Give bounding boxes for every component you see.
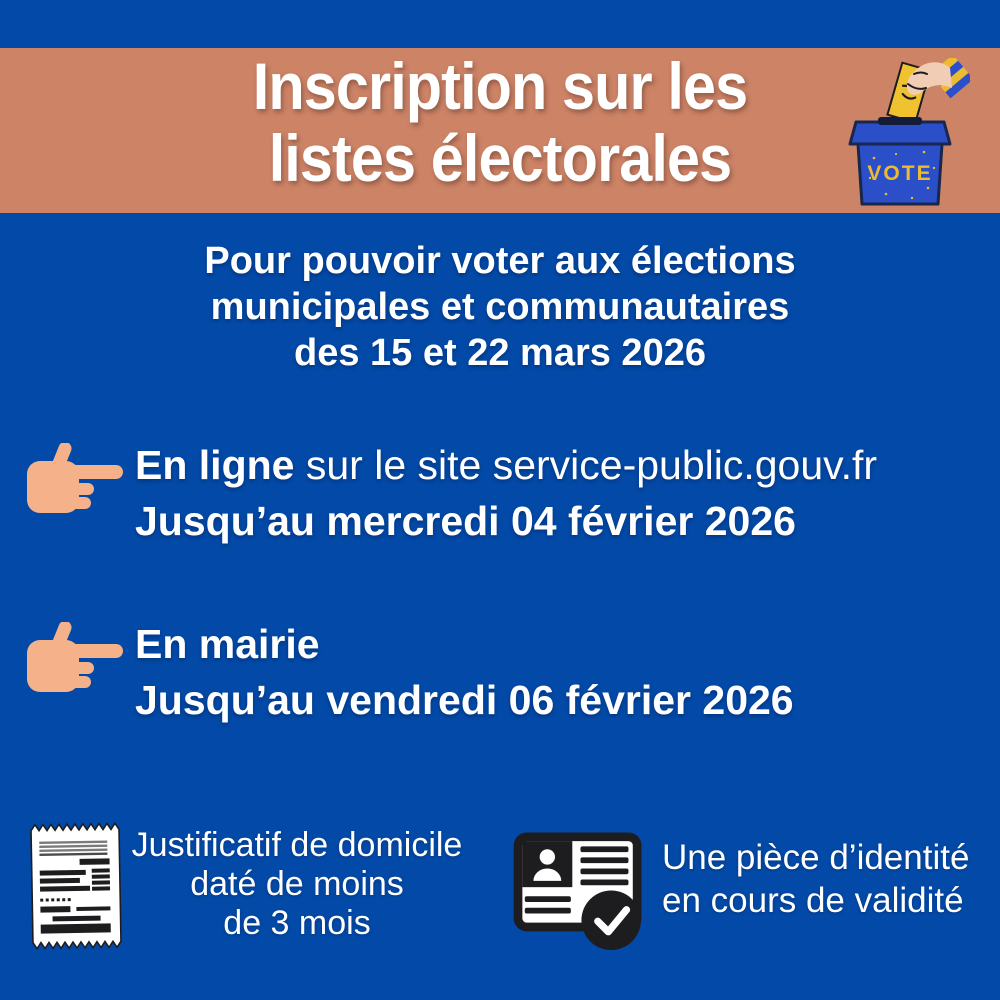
title-line1: Inscription sur les	[252, 49, 748, 123]
online-text: En ligne sur le site service-public.gouv…	[135, 437, 877, 549]
online-lead: En ligne sur le site service-public.gouv…	[135, 437, 877, 493]
townhall-text: En mairie Jusqu’au vendredi 06 février 2…	[135, 616, 794, 728]
title-line2: listes électorales	[268, 121, 732, 195]
online-lead-rest: sur le site service-public.gouv.fr	[294, 442, 878, 488]
section-online: En ligne sur le site service-public.gouv…	[0, 437, 1000, 567]
voting-hand	[906, 62, 952, 95]
intro-line3: des 15 et 22 mars 2026	[294, 332, 706, 374]
pointing-hand-icon	[27, 622, 123, 692]
proof-line2: daté de moins	[190, 865, 404, 903]
proof-line3: de 3 mois	[223, 904, 371, 942]
proof-of-address-document-icon	[30, 821, 122, 951]
online-deadline: Jusqu’au mercredi 04 février 2026	[135, 498, 796, 544]
check-mark	[594, 906, 631, 936]
id-line2: en cours de validité	[662, 881, 964, 920]
online-lead-bold: En ligne	[135, 442, 295, 488]
intro-paragraph: Pour pouvoir voter aux élections municip…	[0, 238, 1000, 376]
proof-of-address-text: Justificatif de domicile daté de moins d…	[121, 826, 473, 943]
ballot-slot	[878, 117, 922, 125]
intro-line2: municipales et communautaires	[210, 286, 790, 328]
section-townhall: En mairie Jusqu’au vendredi 06 février 2…	[0, 616, 1000, 746]
intro-line1: Pour pouvoir voter aux élections	[204, 240, 796, 282]
poster-title: Inscription sur les listes électorales	[50, 50, 950, 194]
townhall-lead: En mairie	[135, 616, 794, 672]
pointing-hand-icon	[27, 443, 123, 513]
header-band	[0, 48, 1000, 213]
proof-line1: Justificatif de domicile	[131, 826, 463, 864]
id-line1: Une pièce d’identité	[662, 838, 970, 877]
id-requirement-text: Une pièce d’identité en cours de validit…	[662, 836, 969, 922]
townhall-lead-bold: En mairie	[135, 621, 320, 667]
vote-label: VOTE	[867, 162, 932, 185]
id-card-check-icon	[513, 832, 642, 951]
ballot-box-vote-icon: VOTE	[848, 58, 970, 206]
townhall-deadline: Jusqu’au vendredi 06 février 2026	[135, 677, 794, 723]
